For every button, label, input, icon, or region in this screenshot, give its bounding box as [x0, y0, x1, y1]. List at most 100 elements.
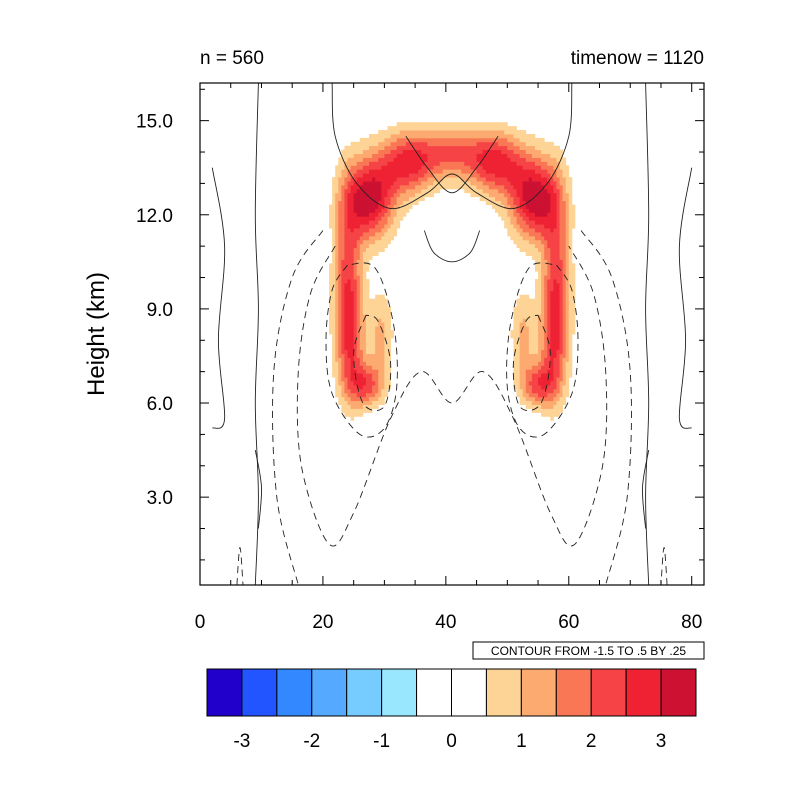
shade-cell [421, 188, 425, 194]
shade-cell [507, 145, 511, 151]
shade-cell [365, 345, 370, 351]
shade-cell [353, 322, 358, 327]
shade-cell [356, 334, 361, 339]
shade-cell [470, 192, 474, 198]
shade-cell [482, 161, 487, 166]
shade-cell [476, 133, 481, 139]
shade-cell [341, 334, 345, 339]
shade-cell [362, 345, 367, 351]
shade-cell [353, 228, 358, 233]
shade-cell [356, 384, 361, 390]
y-tick-label: 9.0 [147, 300, 173, 321]
shade-cell [498, 188, 502, 194]
shade-cell [396, 157, 401, 162]
shade-cell [534, 302, 539, 307]
shade-cell [528, 224, 533, 229]
shade-cell [553, 192, 557, 198]
shade-cell [491, 122, 496, 127]
shade-cell [332, 318, 336, 323]
shade-cell [362, 334, 367, 339]
shade-cell [568, 271, 573, 276]
shade-cell [525, 302, 530, 307]
shade-cell [455, 133, 459, 139]
shade-cell [522, 353, 527, 358]
shade-cell [390, 224, 395, 229]
shade-cell [350, 212, 355, 217]
shade-cell [534, 314, 539, 319]
shade-cell [556, 255, 560, 260]
shade-cell [341, 290, 345, 296]
shade-cell [550, 196, 554, 202]
shade-cell [359, 404, 364, 409]
shade-cell [547, 322, 551, 327]
shade-cell [562, 373, 567, 378]
shade-cell [522, 302, 527, 307]
shade-cell [378, 145, 382, 151]
shade-cell [538, 196, 542, 202]
shade-cell [445, 130, 450, 135]
shade-cell [375, 392, 379, 398]
shade-cell [485, 173, 490, 178]
shade-cell [390, 133, 395, 139]
shade-cell [498, 196, 502, 202]
shade-cell [430, 173, 434, 178]
shade-cell [372, 381, 376, 386]
shade-cell [369, 392, 373, 398]
shade-cell [550, 381, 554, 386]
shade-cell [332, 255, 336, 260]
shade-cell [356, 169, 361, 174]
shade-cell [402, 188, 407, 194]
shade-cell [442, 173, 447, 178]
shade-cell [369, 345, 373, 351]
shade-cell [387, 310, 391, 315]
shade-cell [544, 400, 548, 405]
shade-cell [381, 345, 385, 351]
shade-cell [332, 267, 336, 272]
shade-cell [522, 220, 527, 225]
shade-cell [381, 188, 385, 194]
shade-cell [455, 184, 459, 190]
shade-cell [362, 267, 367, 272]
shade-cell [390, 145, 395, 151]
shade-cell [341, 220, 345, 225]
shade-cell [534, 145, 539, 151]
shade-cell [402, 204, 407, 209]
shade-cell [378, 243, 382, 249]
shade-cell [534, 196, 539, 202]
shade-cell [556, 357, 560, 362]
shade-cell [369, 204, 373, 209]
shade-cell [362, 400, 367, 405]
shade-cell [344, 263, 348, 268]
shade-cell [473, 184, 477, 190]
shade-cell [393, 165, 398, 170]
shade-cell [562, 184, 567, 190]
shade-cell [372, 337, 376, 343]
shade-cell [387, 373, 391, 378]
shade-cell [338, 204, 342, 209]
shade-cell [562, 275, 567, 280]
shade-cell [369, 322, 373, 327]
shade-cell [353, 251, 358, 256]
shade-cell [372, 345, 376, 351]
shade-cell [359, 251, 364, 256]
shade-cell [353, 388, 358, 394]
shade-cell [353, 396, 358, 402]
shade-cell [565, 345, 570, 351]
shade-cell [544, 192, 548, 198]
shade-cell [534, 255, 539, 260]
shade-cell [353, 169, 358, 174]
shade-cell [562, 310, 567, 315]
shade-cell [362, 235, 367, 241]
shade-cell [504, 204, 508, 209]
shade-cell [553, 318, 557, 323]
shade-cell [369, 235, 373, 241]
shade-cell [430, 122, 434, 127]
shade-cell [362, 145, 367, 151]
shade-cell [421, 145, 425, 151]
shade-cell [396, 141, 401, 147]
shade-cell [353, 232, 358, 237]
shade-cell [455, 181, 459, 186]
shade-cell [541, 204, 545, 209]
shade-cell [541, 149, 545, 154]
shade-cell [396, 122, 401, 127]
